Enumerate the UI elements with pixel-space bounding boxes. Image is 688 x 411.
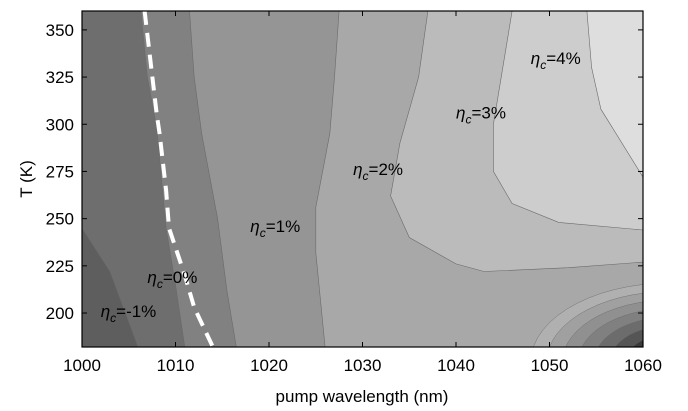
contour-band-corner bbox=[632, 339, 643, 347]
contour-line-layer bbox=[82, 11, 643, 347]
x-tick-label: 1060 bbox=[624, 356, 662, 375]
contour-annotation: ηc=1% bbox=[250, 217, 300, 240]
contour-annotation: ηc=-1% bbox=[101, 302, 157, 325]
contour-fill-layer bbox=[82, 11, 643, 347]
x-axis-label: pump wavelength (nm) bbox=[276, 387, 449, 406]
contour-line bbox=[586, 11, 643, 178]
contour-annotation: ηc=3% bbox=[456, 104, 506, 127]
y-tick-label: 300 bbox=[46, 115, 74, 134]
contour-line bbox=[82, 227, 139, 347]
contour-annotation: ηc=0% bbox=[147, 268, 197, 291]
contour-annotation: ηc=2% bbox=[353, 160, 403, 183]
boundary-line bbox=[142, 11, 215, 347]
x-tick-label: 1020 bbox=[250, 356, 288, 375]
y-tick-label: 250 bbox=[46, 210, 74, 229]
contour-band bbox=[586, 11, 643, 178]
y-axis-label: T (K) bbox=[17, 160, 36, 197]
annotation-layer: ηc=4% ηc=3% ηc=2% ηc=1% ηc=0% ηc=-1% bbox=[101, 49, 581, 325]
contour-line bbox=[390, 11, 643, 272]
y-tick-label: 225 bbox=[46, 257, 74, 276]
y-tick-label: 200 bbox=[46, 304, 74, 323]
tick-layer: 1000 1010 1020 1030 1040 1050 1060 200 225 250 275… bbox=[46, 11, 662, 375]
contour-band-corner bbox=[614, 329, 643, 347]
x-tick-label: 1030 bbox=[344, 356, 382, 375]
x-tick-label: 1000 bbox=[63, 356, 101, 375]
contour-line bbox=[315, 11, 340, 347]
y-tick-label: 275 bbox=[46, 162, 74, 181]
contour-line bbox=[140, 11, 186, 347]
boundary-line-layer bbox=[142, 11, 215, 347]
y-tick-label: 325 bbox=[46, 68, 74, 87]
contour-annotation: ηc=4% bbox=[531, 49, 581, 72]
x-tick-label: 1040 bbox=[437, 356, 475, 375]
x-tick-label: 1010 bbox=[157, 356, 195, 375]
contour-line bbox=[493, 11, 643, 231]
y-tick-label: 350 bbox=[46, 21, 74, 40]
contour-line bbox=[189, 11, 237, 347]
x-tick-label: 1050 bbox=[531, 356, 569, 375]
